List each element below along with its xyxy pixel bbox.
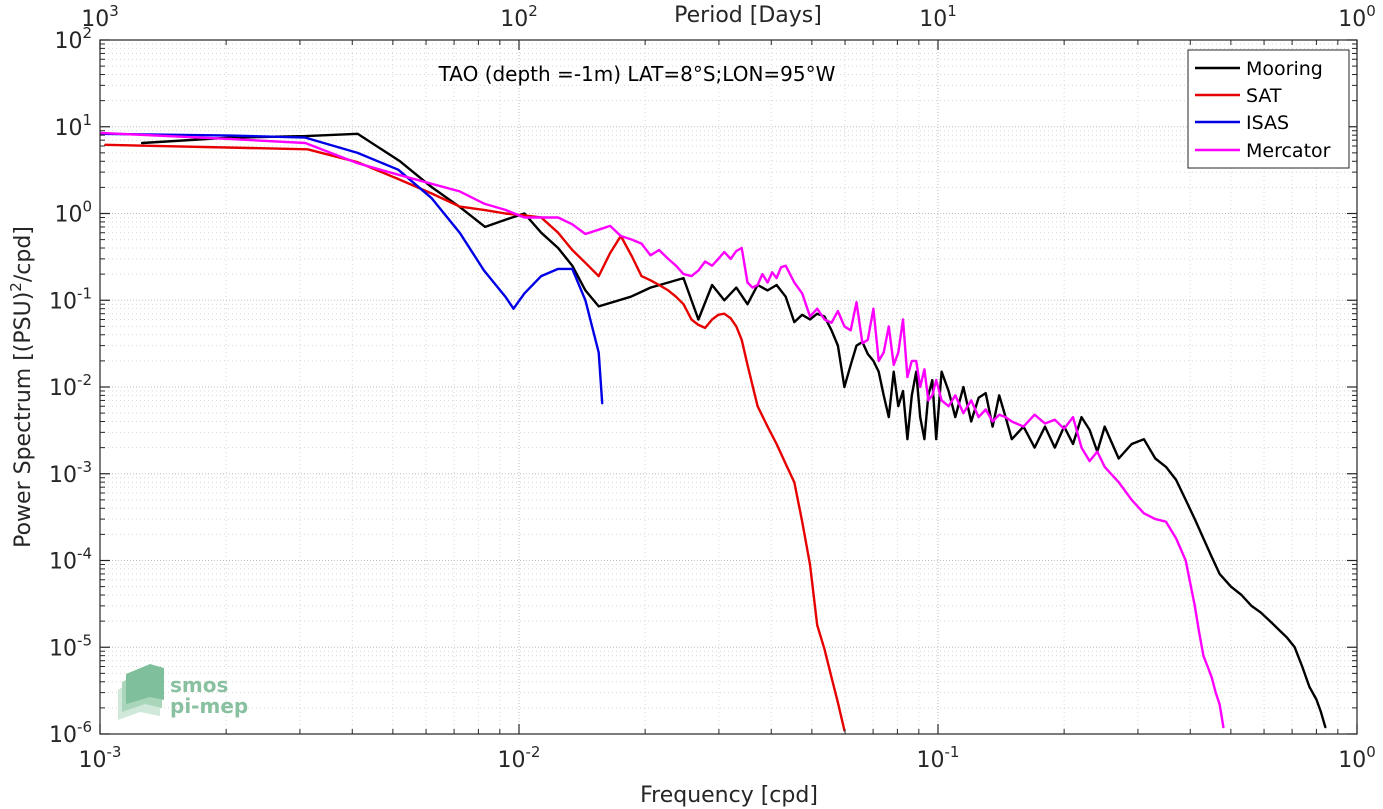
y-axis-title-exponent: 2 xyxy=(7,282,25,292)
series-line-mercator xyxy=(100,131,1225,729)
top-tick-label-exp: 1 xyxy=(947,2,957,20)
y-tick-label: 10-6 xyxy=(49,718,92,748)
legend-label-isas: ISAS xyxy=(1246,112,1289,134)
top-tick-label: 103 xyxy=(81,2,119,32)
top-tick-label-exp: 3 xyxy=(109,2,119,20)
top-tick-label-base: 10 xyxy=(81,7,109,32)
legend-label-mercator: Mercator xyxy=(1246,140,1331,162)
legend-box xyxy=(1187,49,1350,169)
y-tick-label-exp: -5 xyxy=(77,631,92,649)
y-tick-label: 100 xyxy=(54,198,92,228)
x-axis-title: Frequency [cpd] xyxy=(640,783,818,808)
logo-text-smos: smos xyxy=(170,673,228,697)
y-tick-label: 101 xyxy=(54,111,92,141)
series-line-isas xyxy=(100,132,604,405)
y-tick-label: 10-4 xyxy=(49,545,92,575)
top-tick-label-exp: 2 xyxy=(528,2,538,20)
y-tick-label: 102 xyxy=(54,24,92,54)
x-tick-label: 10-3 xyxy=(79,743,122,773)
y-tick-label-base: 10 xyxy=(49,636,77,661)
series-line-sat xyxy=(104,143,846,732)
logo-mark-icon xyxy=(118,664,164,720)
top-tick-label: 100 xyxy=(1338,2,1376,32)
y-tick-label-base: 10 xyxy=(49,723,77,748)
x-tick-label-exp: -3 xyxy=(107,743,122,761)
y-axis-title-unit: /cpd] xyxy=(11,226,36,282)
y-tick-label-base: 10 xyxy=(54,203,82,228)
x-tick-label-base: 10 xyxy=(1338,748,1366,773)
logo-text-pimep: pi-mep xyxy=(170,694,248,718)
x-tick-label-base: 10 xyxy=(917,748,945,773)
legend: Mooring SAT ISAS Mercator xyxy=(1187,49,1350,169)
y-tick-label-exp: -1 xyxy=(77,284,92,302)
y-tick-label: 10-3 xyxy=(49,458,92,488)
y-tick-label-base: 10 xyxy=(54,116,82,141)
y-axis-title-main: Power Spectrum [(PSU) xyxy=(11,292,36,548)
x-tick-label-base: 10 xyxy=(79,748,107,773)
top-tick-label-exp: 0 xyxy=(1366,2,1376,20)
y-tick-label-exp: -4 xyxy=(77,545,92,563)
chart-title: TAO (depth =-1m) LAT=8°S;LON=95°W xyxy=(438,62,836,86)
x-tick-label-exp: -2 xyxy=(526,743,541,761)
smos-pimep-logo: smos pi-mep xyxy=(118,664,248,720)
y-tick-label: 10-5 xyxy=(49,631,92,661)
y-tick-label-exp: -2 xyxy=(77,371,92,389)
top-tick-label: 102 xyxy=(500,2,538,32)
x-tick-label: 100 xyxy=(1338,743,1376,773)
top-tick-label-base: 10 xyxy=(919,7,947,32)
y-tick-label-base: 10 xyxy=(54,29,82,54)
x-tick-label-exp: 0 xyxy=(1366,743,1376,761)
y-tick-label-base: 10 xyxy=(49,463,77,488)
y-tick-label-exp: 0 xyxy=(82,198,92,216)
x-tick-label-base: 10 xyxy=(498,748,526,773)
series-layer xyxy=(100,131,1327,732)
y-tick-label-exp: -3 xyxy=(77,458,92,476)
x-tick-label-exp: -1 xyxy=(945,743,960,761)
y-axis-title: Power Spectrum [(PSU)2/cpd] xyxy=(7,226,36,548)
y-tick-label-base: 10 xyxy=(49,376,77,401)
top-tick-label-base: 10 xyxy=(1338,7,1366,32)
top-tick-label-base: 10 xyxy=(500,7,528,32)
x-tick-label: 10-1 xyxy=(917,743,960,773)
y-tick-label: 10-2 xyxy=(49,371,92,401)
y-tick-label-base: 10 xyxy=(49,550,77,575)
y-tick-label-exp: 2 xyxy=(82,24,92,42)
y-tick-label-base: 10 xyxy=(49,289,77,314)
y-tick-label-exp: 1 xyxy=(82,111,92,129)
series-line-mooring xyxy=(140,132,1327,729)
x-tick-label: 10-2 xyxy=(498,743,541,773)
minor-grid xyxy=(100,40,1357,734)
top-axis-title: Period [Days] xyxy=(674,3,822,28)
top-tick-label: 101 xyxy=(919,2,957,32)
y-tick-label-exp: -6 xyxy=(77,718,92,736)
legend-label-mooring: Mooring xyxy=(1246,58,1323,80)
legend-label-sat: SAT xyxy=(1246,85,1282,107)
y-tick-label: 10-1 xyxy=(49,284,92,314)
